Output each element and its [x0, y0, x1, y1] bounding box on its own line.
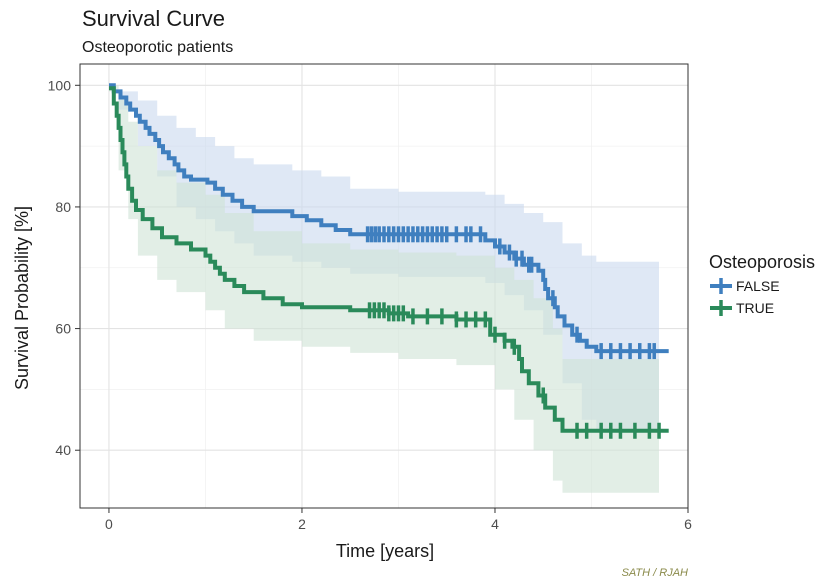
legend-title: Osteoporosis	[709, 252, 815, 272]
survival-line-true	[109, 86, 669, 433]
x-tick-label: 6	[684, 516, 692, 532]
y-axis: 40 60 80 100	[48, 77, 80, 458]
x-axis-title: Time [years]	[336, 541, 434, 561]
legend-item-true: TRUE	[710, 300, 774, 316]
confidence-bands	[109, 85, 659, 493]
plot-area	[79, 63, 689, 509]
x-tick-label: 2	[298, 516, 306, 532]
y-tick-label: 100	[48, 77, 72, 93]
legend-label: FALSE	[736, 278, 780, 294]
y-tick-label: 80	[55, 199, 71, 215]
x-axis: 0 2 4 6	[105, 508, 692, 532]
y-tick-label: 40	[55, 442, 71, 458]
x-tick-label: 4	[491, 516, 499, 532]
caption: SATH / RJAH	[622, 567, 688, 579]
censor-marks	[365, 226, 661, 439]
legend-item-false: FALSE	[710, 278, 780, 294]
legend-label: TRUE	[736, 300, 774, 316]
x-tick-label: 0	[105, 516, 113, 532]
y-axis-title: Survival Probability [%]	[12, 206, 32, 390]
chart-title: Survival Curve	[82, 6, 225, 31]
plot-border	[79, 63, 689, 509]
legend: Osteoporosis FALSE TRUE	[709, 252, 815, 316]
chart-subtitle: Osteoporotic patients	[82, 39, 233, 56]
ci-band-true	[109, 85, 659, 493]
y-tick-label: 60	[55, 321, 71, 337]
